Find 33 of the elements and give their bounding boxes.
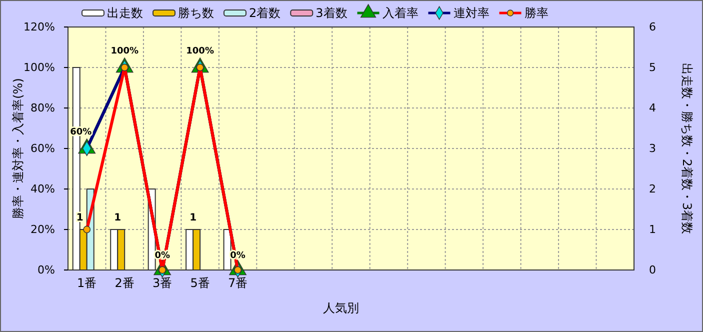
x-tick-label: 2番	[114, 276, 134, 290]
legend-label: 出走数	[107, 6, 143, 20]
data-label: 1	[190, 212, 197, 224]
y-tick-label: 120%	[24, 20, 55, 34]
y2-tick-label: 2	[649, 182, 656, 196]
legend-label: 3着数	[316, 6, 348, 20]
y-axis-title: 勝率・連対率・入着率(%)	[11, 78, 25, 219]
y-tick-label: 0%	[38, 264, 55, 277]
legend-label: 連対率	[453, 6, 490, 20]
x-tick-label: 1番	[77, 276, 97, 290]
data-label: 100%	[110, 46, 139, 56]
x-tick-label: 7番	[228, 276, 248, 290]
y-tick-label: 40%	[30, 182, 55, 196]
y-tick-label: 100%	[24, 61, 55, 74]
legend-label: 勝率	[524, 6, 548, 20]
y-tick-label: 60%	[30, 142, 55, 156]
data-label: 100%	[186, 46, 214, 56]
legend-label: 入着率	[382, 6, 418, 20]
y2-tick-label: 0	[649, 264, 656, 277]
x-tick-label: 5番	[190, 276, 210, 290]
x-axis-title: 人気別	[323, 301, 359, 315]
y2-tick-label: 1	[649, 223, 656, 236]
x-tick-label: 3番	[152, 276, 172, 290]
legend-label: 勝ち数	[178, 6, 214, 20]
data-label: 1	[114, 212, 122, 224]
y2-axis-title: 出走数・勝ち数・2着数・3着数	[680, 62, 694, 234]
y-tick-label: 20%	[30, 223, 55, 236]
y2-tick-label: 3	[649, 142, 656, 156]
y-tick-label: 80%	[30, 102, 55, 115]
y2-tick-label: 6	[649, 20, 656, 34]
y2-tick-label: 4	[649, 102, 656, 115]
y2-tick-label: 5	[649, 61, 656, 74]
legend-label: 2着数	[249, 6, 281, 20]
